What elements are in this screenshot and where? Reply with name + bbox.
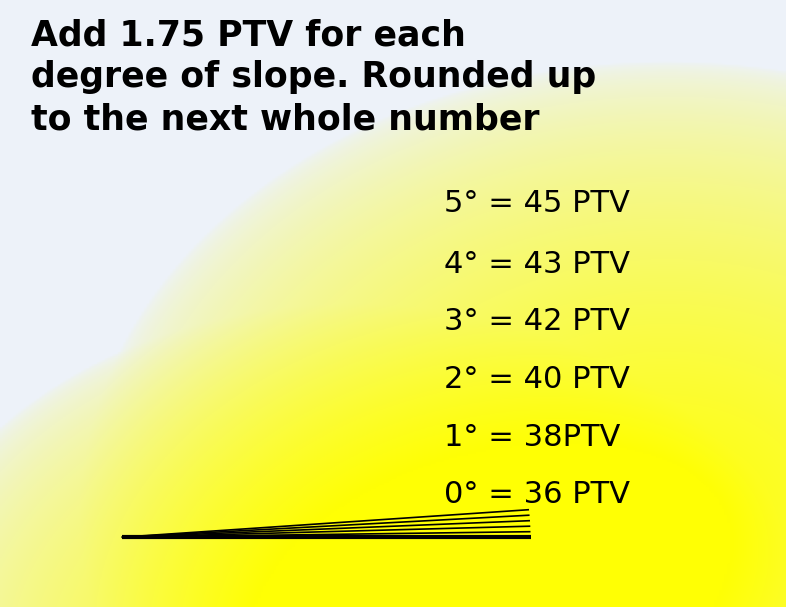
Text: 1° = 38PTV: 1° = 38PTV — [444, 422, 620, 452]
Text: 0° = 36 PTV: 0° = 36 PTV — [444, 480, 630, 509]
Text: 3° = 42 PTV: 3° = 42 PTV — [444, 307, 630, 336]
Text: 5° = 45 PTV: 5° = 45 PTV — [444, 189, 630, 218]
Text: Add 1.75 PTV for each
degree of slope. Rounded up
to the next whole number: Add 1.75 PTV for each degree of slope. R… — [31, 18, 597, 137]
Text: 2° = 40 PTV: 2° = 40 PTV — [444, 365, 630, 394]
Text: 4° = 43 PTV: 4° = 43 PTV — [444, 249, 630, 279]
